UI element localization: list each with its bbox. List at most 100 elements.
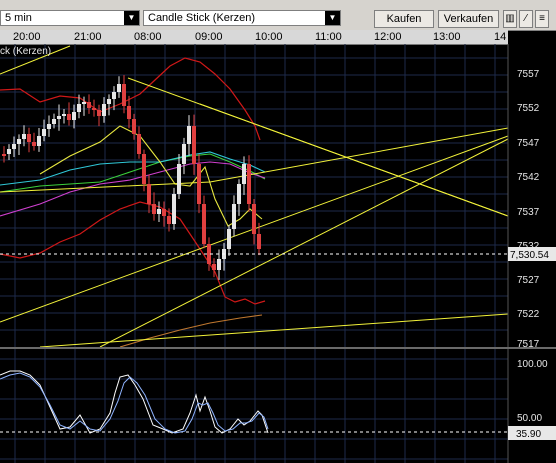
indicator-title: ck (Kerzen) [0, 46, 51, 57]
price-label: 7552 [517, 103, 540, 114]
candle-body [42, 129, 46, 136]
current-osc-value: 35.90 [516, 429, 541, 440]
candle-body [127, 106, 131, 119]
candle-body [57, 116, 61, 119]
price-label: 7532 [517, 241, 540, 252]
time-label: 13:00 [433, 31, 461, 43]
price-label: 7537 [517, 207, 540, 218]
price-label: 7522 [517, 309, 540, 320]
time-label: 08:00 [134, 31, 162, 43]
oscillator-k-line [0, 370, 269, 434]
candle-body [237, 184, 241, 204]
candle-body [167, 216, 171, 224]
candle-body [47, 124, 51, 129]
price-label: 7527 [517, 275, 540, 286]
chart-type-select[interactable]: Candle Stick (Kerzen) ▼ [143, 10, 341, 26]
time-label: 12:00 [374, 31, 402, 43]
candle-body [132, 119, 136, 134]
current-price-box [508, 247, 556, 261]
price-label: 7517 [517, 339, 540, 347]
ma-brown [119, 314, 263, 347]
current-price: 7,530.54 [510, 250, 549, 261]
candle-body [22, 134, 26, 139]
bollinger-upper [0, 57, 261, 141]
candle-body [247, 164, 251, 204]
candle-body [97, 110, 101, 116]
candle-body [207, 244, 211, 264]
candle-body [147, 184, 151, 204]
trend-line [0, 127, 509, 193]
candle-body [92, 108, 96, 110]
candle-body [197, 164, 201, 204]
candle-body [12, 144, 16, 149]
candle-body [232, 204, 236, 229]
fibonacci-icon[interactable]: ≡ [535, 10, 549, 28]
candle-body [152, 204, 156, 214]
pane-separator[interactable] [0, 347, 556, 349]
trend-line [0, 45, 71, 75]
candle-body [162, 209, 166, 216]
bollinger-bands [0, 57, 266, 305]
price-label: 7542 [517, 172, 540, 183]
candle-body [27, 134, 31, 142]
candle-body [17, 139, 21, 144]
candle-body [137, 134, 141, 154]
candle-body [227, 229, 231, 249]
candle-body [102, 104, 106, 116]
line-draw-icon[interactable]: ⁄ [519, 10, 533, 28]
candlesticks [2, 75, 261, 280]
candle-body [7, 149, 11, 154]
time-label: 10:00 [255, 31, 283, 43]
candle-body [117, 84, 121, 92]
oscillator-d-line [0, 372, 269, 434]
candle-body [182, 144, 186, 164]
candle-body [242, 164, 246, 184]
price-chart[interactable]: 7557 7552 7547 7542 7537 7532 7527 7522 … [0, 44, 556, 347]
candle-body [62, 114, 66, 116]
buy-button[interactable]: Kaufen [374, 10, 434, 28]
time-label: 14 [494, 31, 507, 43]
candle-body [72, 112, 76, 120]
time-label: 21:00 [74, 31, 102, 43]
candle-body [202, 204, 206, 244]
candle-body [52, 119, 56, 124]
chart-type-value: Candle Stick (Kerzen) [148, 12, 255, 24]
ma-yellow [39, 125, 263, 227]
interval-select[interactable]: 5 min ▼ [0, 10, 140, 26]
candle-body [77, 104, 81, 112]
osc-label: 50.00 [517, 413, 542, 424]
time-axis: 20:00 21:00 08:00 09:00 10:00 11:00 12:0… [0, 30, 508, 45]
candle-body [122, 84, 126, 106]
time-label: 11:00 [315, 31, 342, 43]
candle-body [252, 204, 256, 234]
candle-body [67, 114, 71, 120]
candle-body [2, 154, 6, 156]
price-axis: 7557 7552 7547 7542 7537 7532 7527 7522 … [517, 69, 540, 347]
candle-body [212, 264, 216, 270]
ma-magenta [0, 161, 266, 217]
grid [0, 44, 508, 347]
time-label: 20:00 [13, 31, 41, 43]
candle-body [172, 194, 176, 224]
price-label: 7547 [517, 138, 540, 149]
candle-body [192, 126, 196, 164]
interval-value: 5 min [5, 12, 32, 24]
chevron-down-icon[interactable]: ▼ [325, 11, 340, 25]
bollinger-lower [0, 201, 266, 305]
candle-body [142, 154, 146, 184]
candle-body [177, 164, 181, 194]
candle-body [82, 102, 86, 104]
trend-line [99, 138, 509, 347]
sell-button[interactable]: Verkaufen [438, 10, 499, 28]
oscillator-panel[interactable]: 100.00 50.00 35.90 [0, 349, 556, 463]
candle-body [87, 102, 91, 108]
current-osc-box [508, 426, 556, 440]
time-label: 09:00 [195, 31, 223, 43]
bar-chart-icon[interactable]: ▥ [503, 10, 517, 28]
moving-averages [0, 125, 266, 347]
chevron-down-icon[interactable]: ▼ [124, 11, 139, 25]
trend-lines [0, 45, 509, 347]
candle-body [187, 126, 191, 144]
candle-body [32, 142, 36, 146]
candle-body [157, 209, 161, 214]
